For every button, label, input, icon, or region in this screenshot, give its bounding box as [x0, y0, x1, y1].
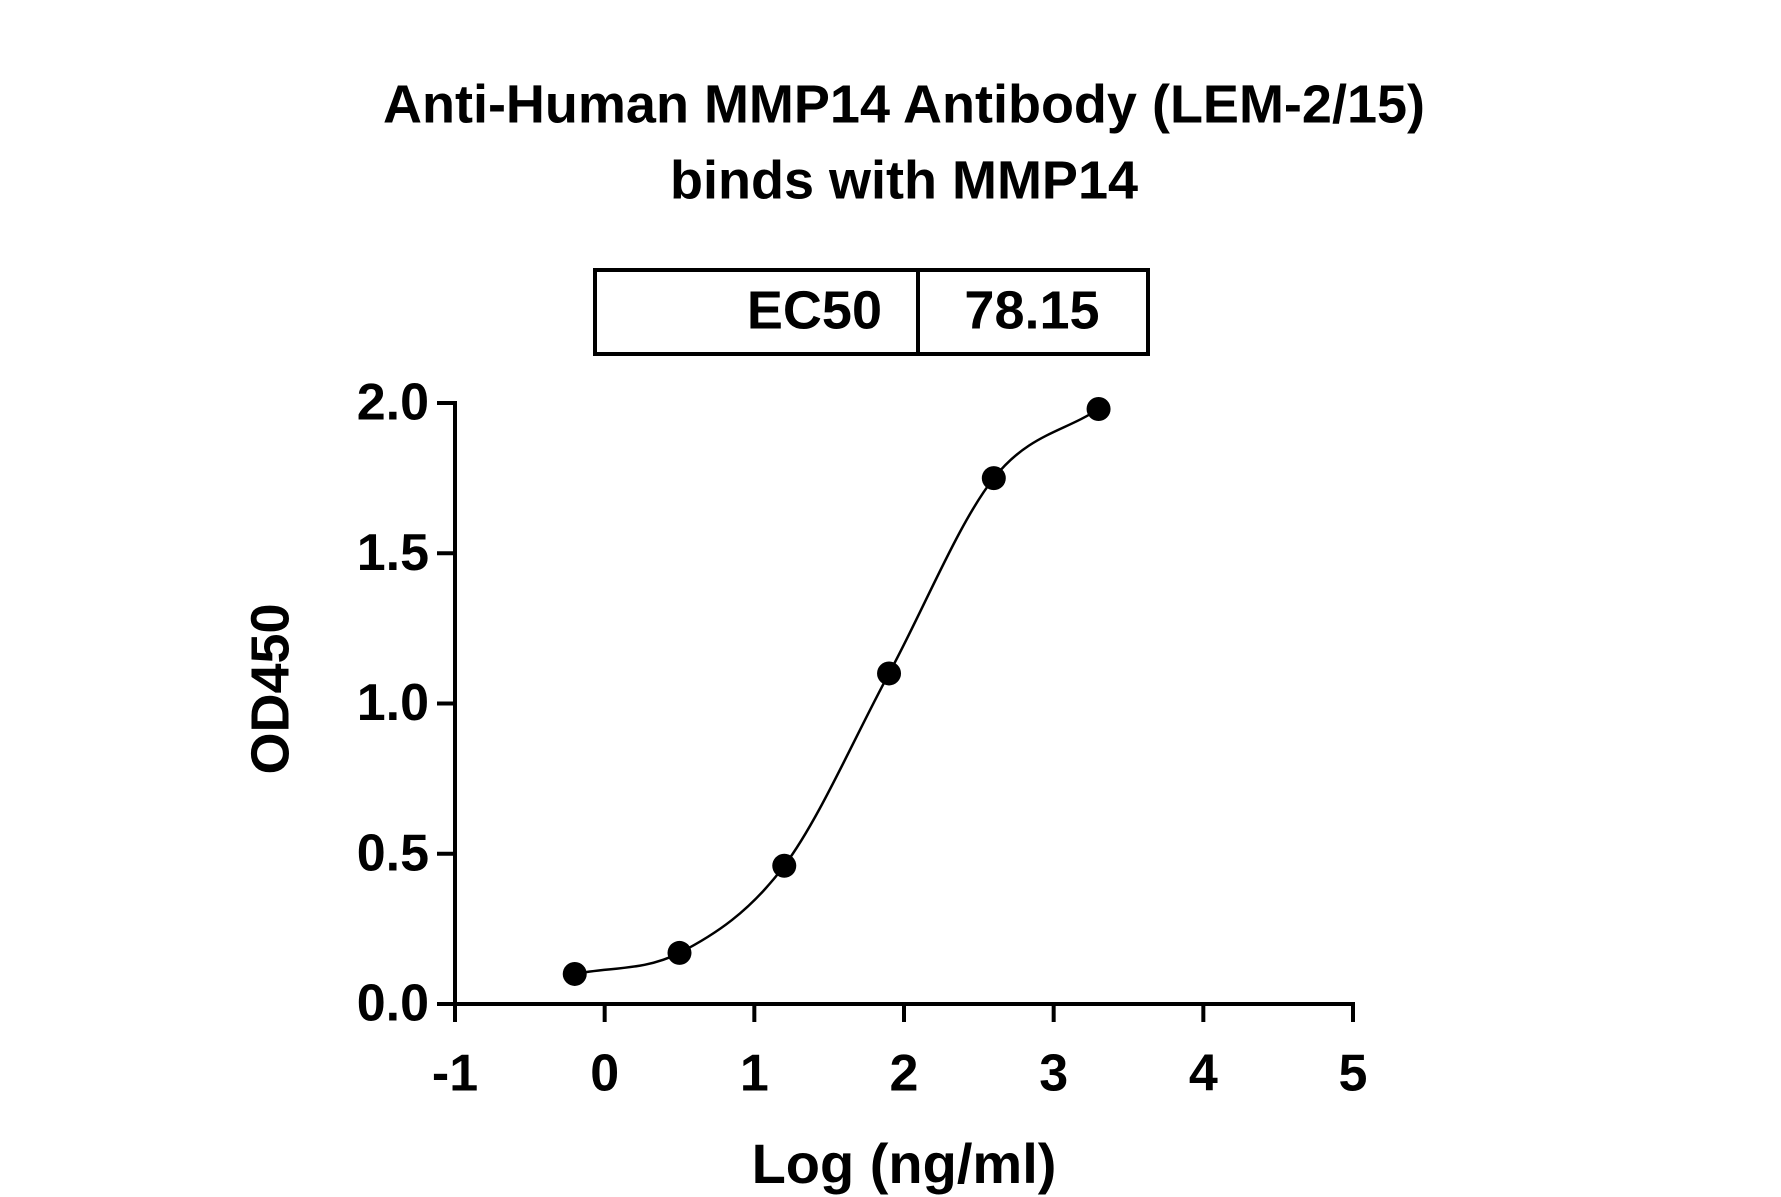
- x-tick-label: 5: [1339, 1045, 1368, 1103]
- x-tick-label: -1: [432, 1045, 478, 1103]
- data-point: [772, 853, 797, 878]
- x-tick-label: 3: [1039, 1045, 1068, 1103]
- chart-title: Anti-Human MMP14 Antibody (LEM-2/15): [383, 74, 1425, 134]
- x-tick-label: 0: [590, 1045, 619, 1103]
- y-tick-label: 1.0: [357, 674, 429, 732]
- data-point: [981, 466, 1006, 491]
- fit-curve: [574, 407, 1100, 976]
- y-axis-label: OD450: [240, 603, 300, 774]
- y-tick-label: 2.0: [357, 374, 429, 432]
- x-tick-label: 2: [890, 1045, 919, 1103]
- table-value: 78.15: [964, 280, 1099, 340]
- data-point: [1086, 397, 1111, 422]
- y-tick-label: 0.5: [357, 824, 429, 882]
- chart-title: binds with MMP14: [670, 150, 1138, 210]
- table-label: EC50: [747, 280, 882, 340]
- data-point: [562, 961, 587, 986]
- y-tick-label: 1.5: [357, 524, 429, 582]
- ec50-table: [593, 268, 1150, 356]
- x-tick-label: 4: [1189, 1045, 1218, 1103]
- x-axis-label: Log (ng/ml): [752, 1132, 1057, 1195]
- data-point: [667, 940, 692, 965]
- data-point: [877, 661, 902, 686]
- x-tick-label: 1: [740, 1045, 769, 1103]
- y-tick-label: 0.0: [357, 975, 429, 1033]
